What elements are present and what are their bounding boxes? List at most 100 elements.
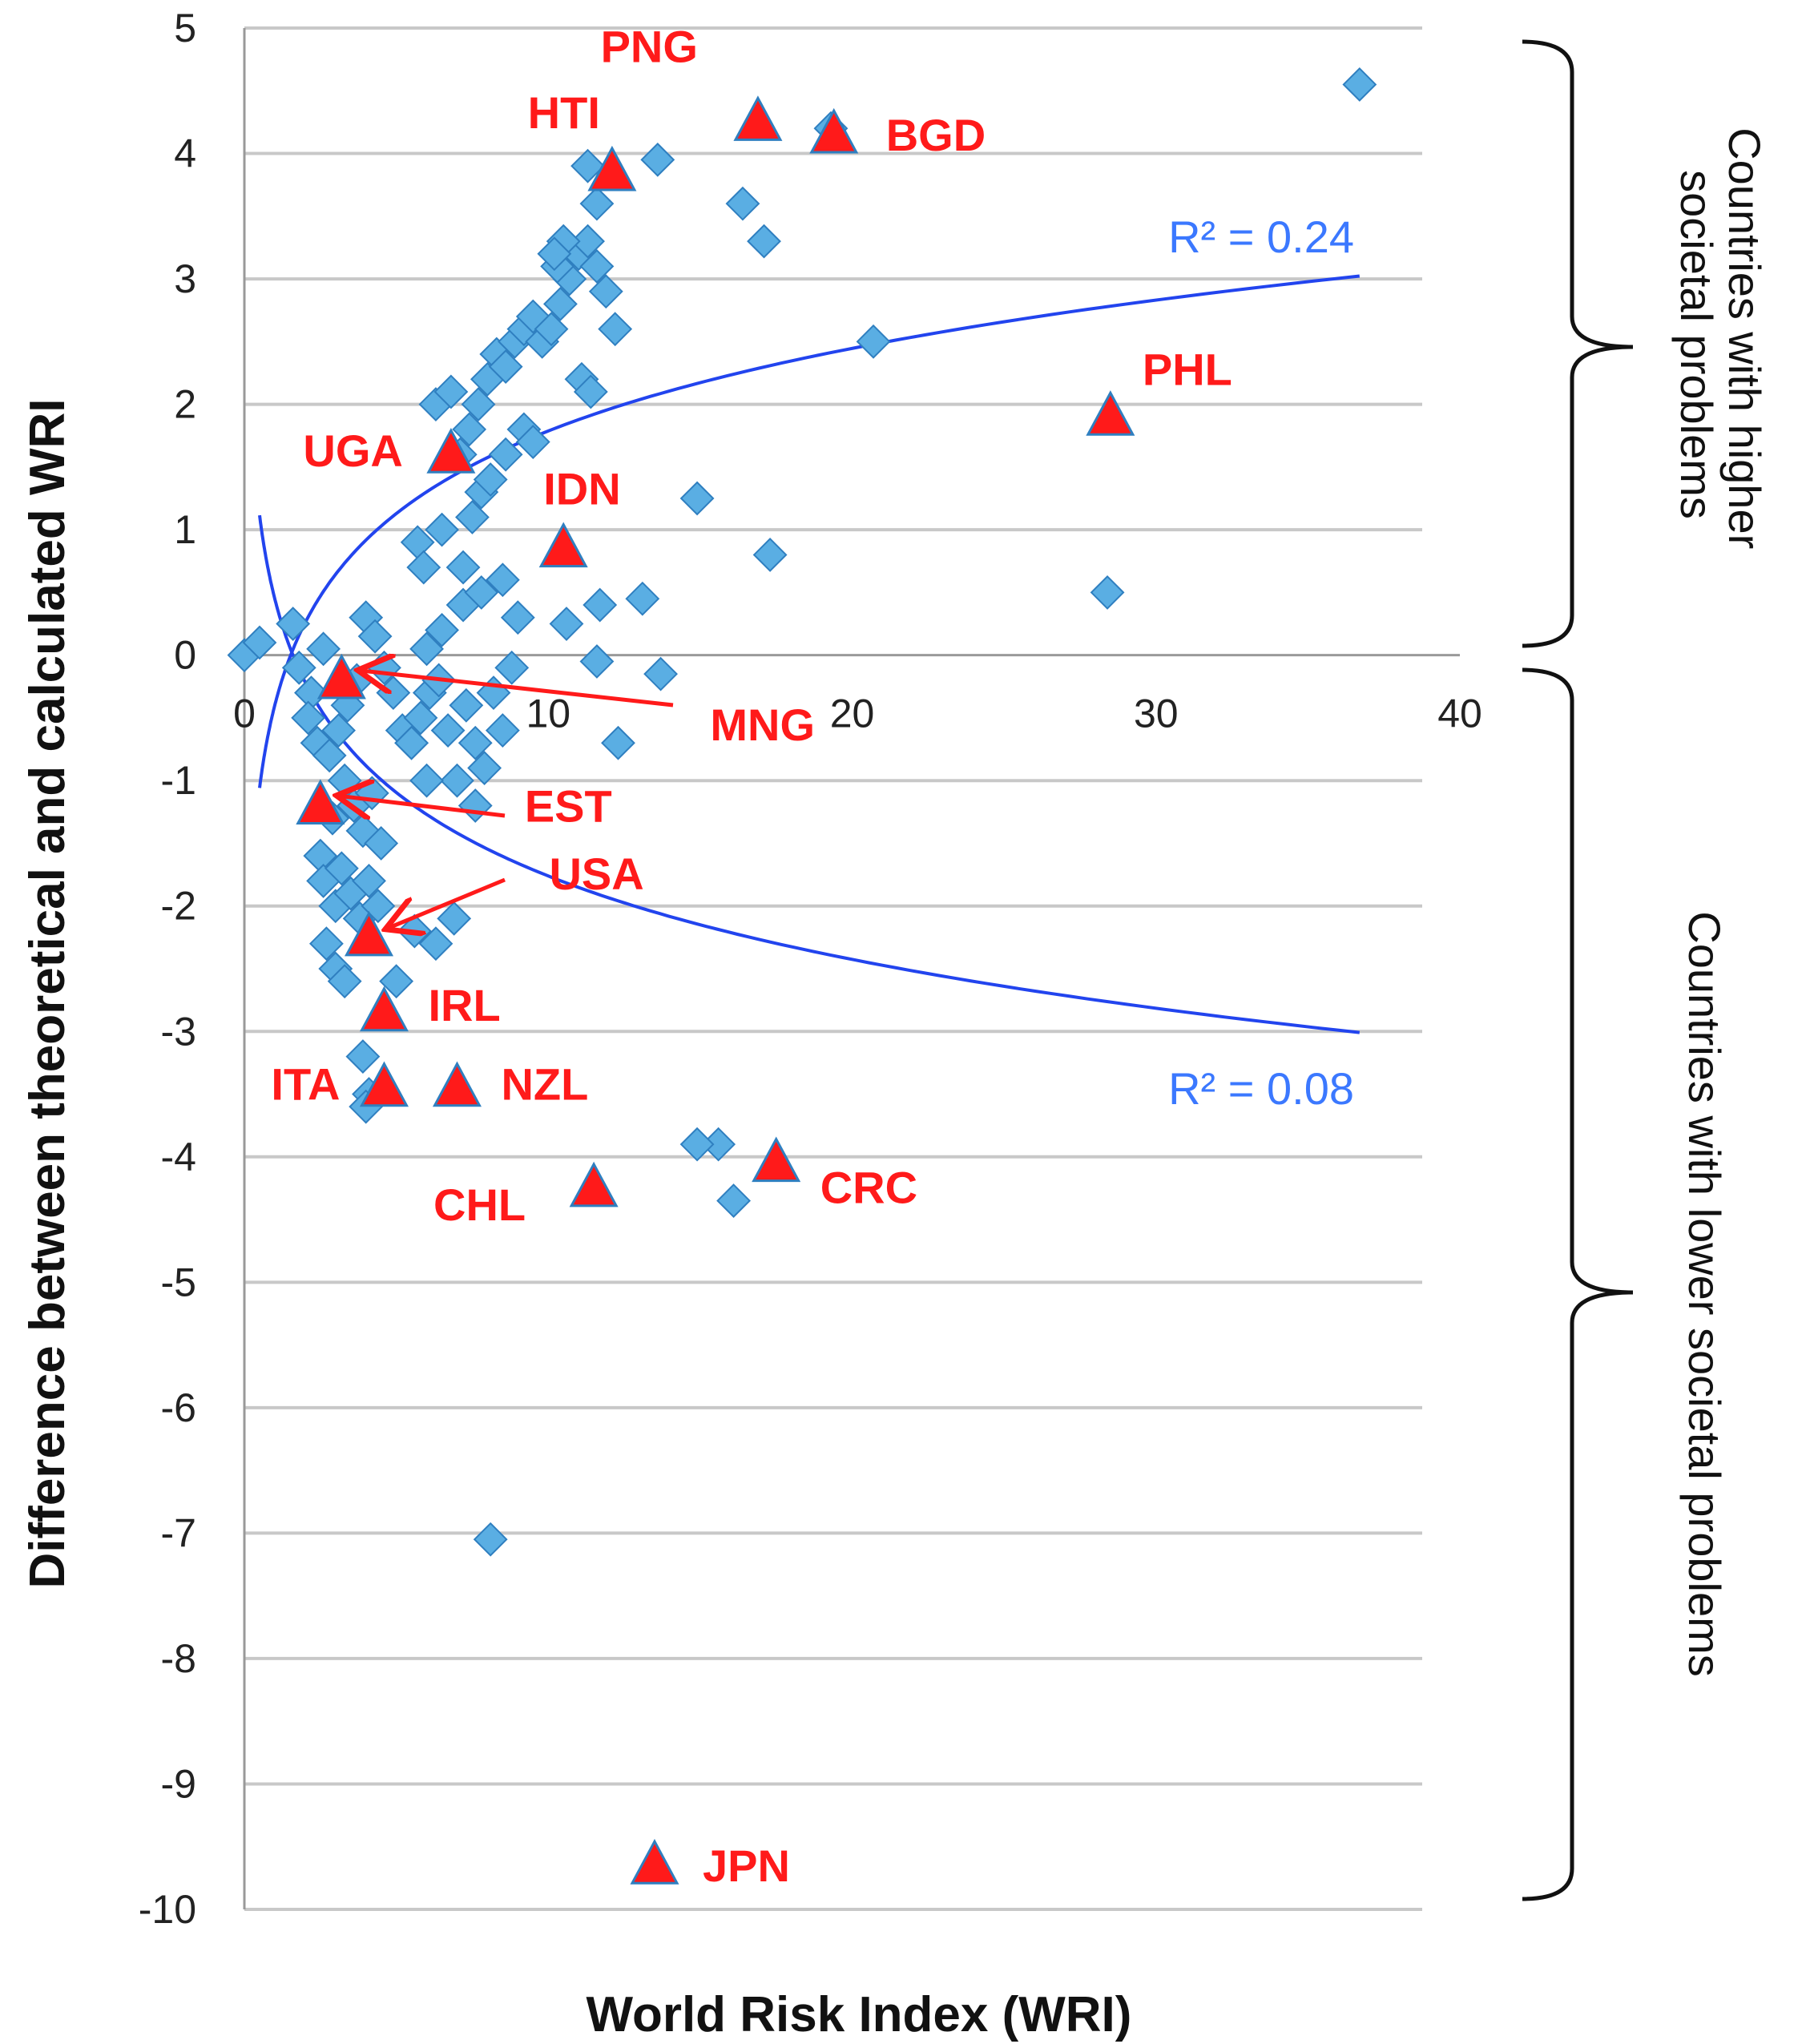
data-point [488,349,523,385]
highlight-point-bgd [809,107,859,154]
data-point [409,631,444,667]
bracket-upper-text: Countries with higher societal problems [1671,127,1770,562]
data-point [485,562,520,598]
data-point [425,612,459,647]
country-label-est: EST [525,781,612,832]
x-tick-label: 30 [1134,691,1179,736]
country-label-jpn: JPN [703,1840,790,1891]
bracket-upper-shape [1522,39,1634,648]
data-point [579,248,615,284]
highlight-point-usa [344,910,394,957]
y-tick-label: 5 [174,6,196,50]
r2-label-lower: R² = 0.08 [1168,1063,1354,1114]
y-tick-label: 1 [174,507,196,552]
y-tick-label: -7 [161,1510,196,1555]
highlight-point-hti [587,145,637,191]
highlighted-points [296,95,1135,1885]
highlight-point-irl [359,986,409,1032]
highlight-point-mng [316,653,366,699]
data-point [625,581,660,616]
y-tick-label: 2 [174,382,196,427]
country-label-chl: CHL [433,1179,526,1230]
data-point [458,788,493,823]
y-tick-label: -8 [161,1636,196,1681]
data-point [276,607,311,641]
y-tick-label: -10 [139,1887,196,1932]
data-point [1342,67,1377,102]
bracket-upper: Countries with higher societal problems [1522,39,1770,648]
label-arrows [341,671,674,928]
bracket-lower-text: Countries with lower societal problems [1679,911,1730,1677]
highlight-point-uga [426,428,476,474]
axes [243,28,1460,1909]
data-point [588,274,623,309]
highlight-point-nzl [432,1061,482,1107]
data-point [537,236,572,272]
x-tick-label: 20 [830,691,875,736]
data-point [425,512,459,547]
data-point [324,851,359,886]
data-point [312,738,347,773]
data-point [321,713,356,748]
data-point [549,607,584,641]
data-point [488,437,523,472]
data-point [445,550,481,585]
data-point [430,713,466,748]
y-tick-label: -6 [161,1385,196,1430]
data-point [473,1522,508,1557]
country-label-idn: IDN [543,464,620,514]
data-point [640,142,675,177]
data-point [452,412,487,447]
data-point [579,644,615,679]
y-tick-label: -9 [161,1761,196,1806]
highlight-point-crc [752,1136,801,1183]
arrow-est [341,796,506,816]
data-point [1090,574,1125,610]
y-tick-label: -5 [161,1260,196,1304]
data-point [464,574,499,610]
y-tick-label: 3 [174,256,196,301]
x-tick-label: 40 [1437,691,1482,736]
y-tick-label: -1 [161,758,196,803]
y-tick-label: -4 [161,1135,196,1179]
country-label-phl: PHL [1143,344,1232,394]
data-point [440,763,474,798]
highlight-point-ita [359,1061,409,1107]
data-point [403,700,438,736]
country-label-hti: HTI [528,87,600,138]
data-point [394,725,429,760]
data-point [579,186,615,221]
r2-label-upper: R² = 0.24 [1168,212,1354,262]
data-point [725,186,760,221]
country-label-bgd: BGD [886,110,986,160]
data-point [433,374,469,409]
bracket-upper-line-2: societal problems [1671,170,1722,519]
data-point [515,425,550,459]
y-tick-labels: 5 4 3 2 1 0 -1 -2 -3 -4 -5 -6 -7 -8 -9 -10 [139,6,196,1932]
data-point [747,224,781,259]
data-point [476,675,511,711]
data-point [473,462,508,497]
data-point [449,687,484,723]
data-point [242,625,277,660]
country-label-mng: MNG [710,699,815,750]
r-squared-labels: R² = 0.24 R² = 0.08 [1168,212,1354,1114]
country-label-ita: ITA [271,1059,340,1110]
data-point [406,550,441,585]
data-point [534,312,569,347]
data-point [327,964,362,999]
x-tick-labels: 0 10 20 30 40 [233,691,1482,736]
highlight-point-chl [569,1161,619,1207]
data-point [437,901,472,936]
country-label-png: PNG [601,21,698,71]
country-label-nzl: NZL [501,1059,588,1110]
y-tick-label: 4 [174,131,196,176]
data-point [455,500,490,534]
country-label-uga: UGA [303,425,402,476]
y-axis-title: Difference between theoretical and calcu… [20,399,75,1589]
arrow-usa [389,877,506,928]
grid [244,26,1422,1911]
y-tick-label: -3 [161,1009,196,1054]
y-tick-label: 0 [174,633,196,678]
data-point [461,387,496,422]
